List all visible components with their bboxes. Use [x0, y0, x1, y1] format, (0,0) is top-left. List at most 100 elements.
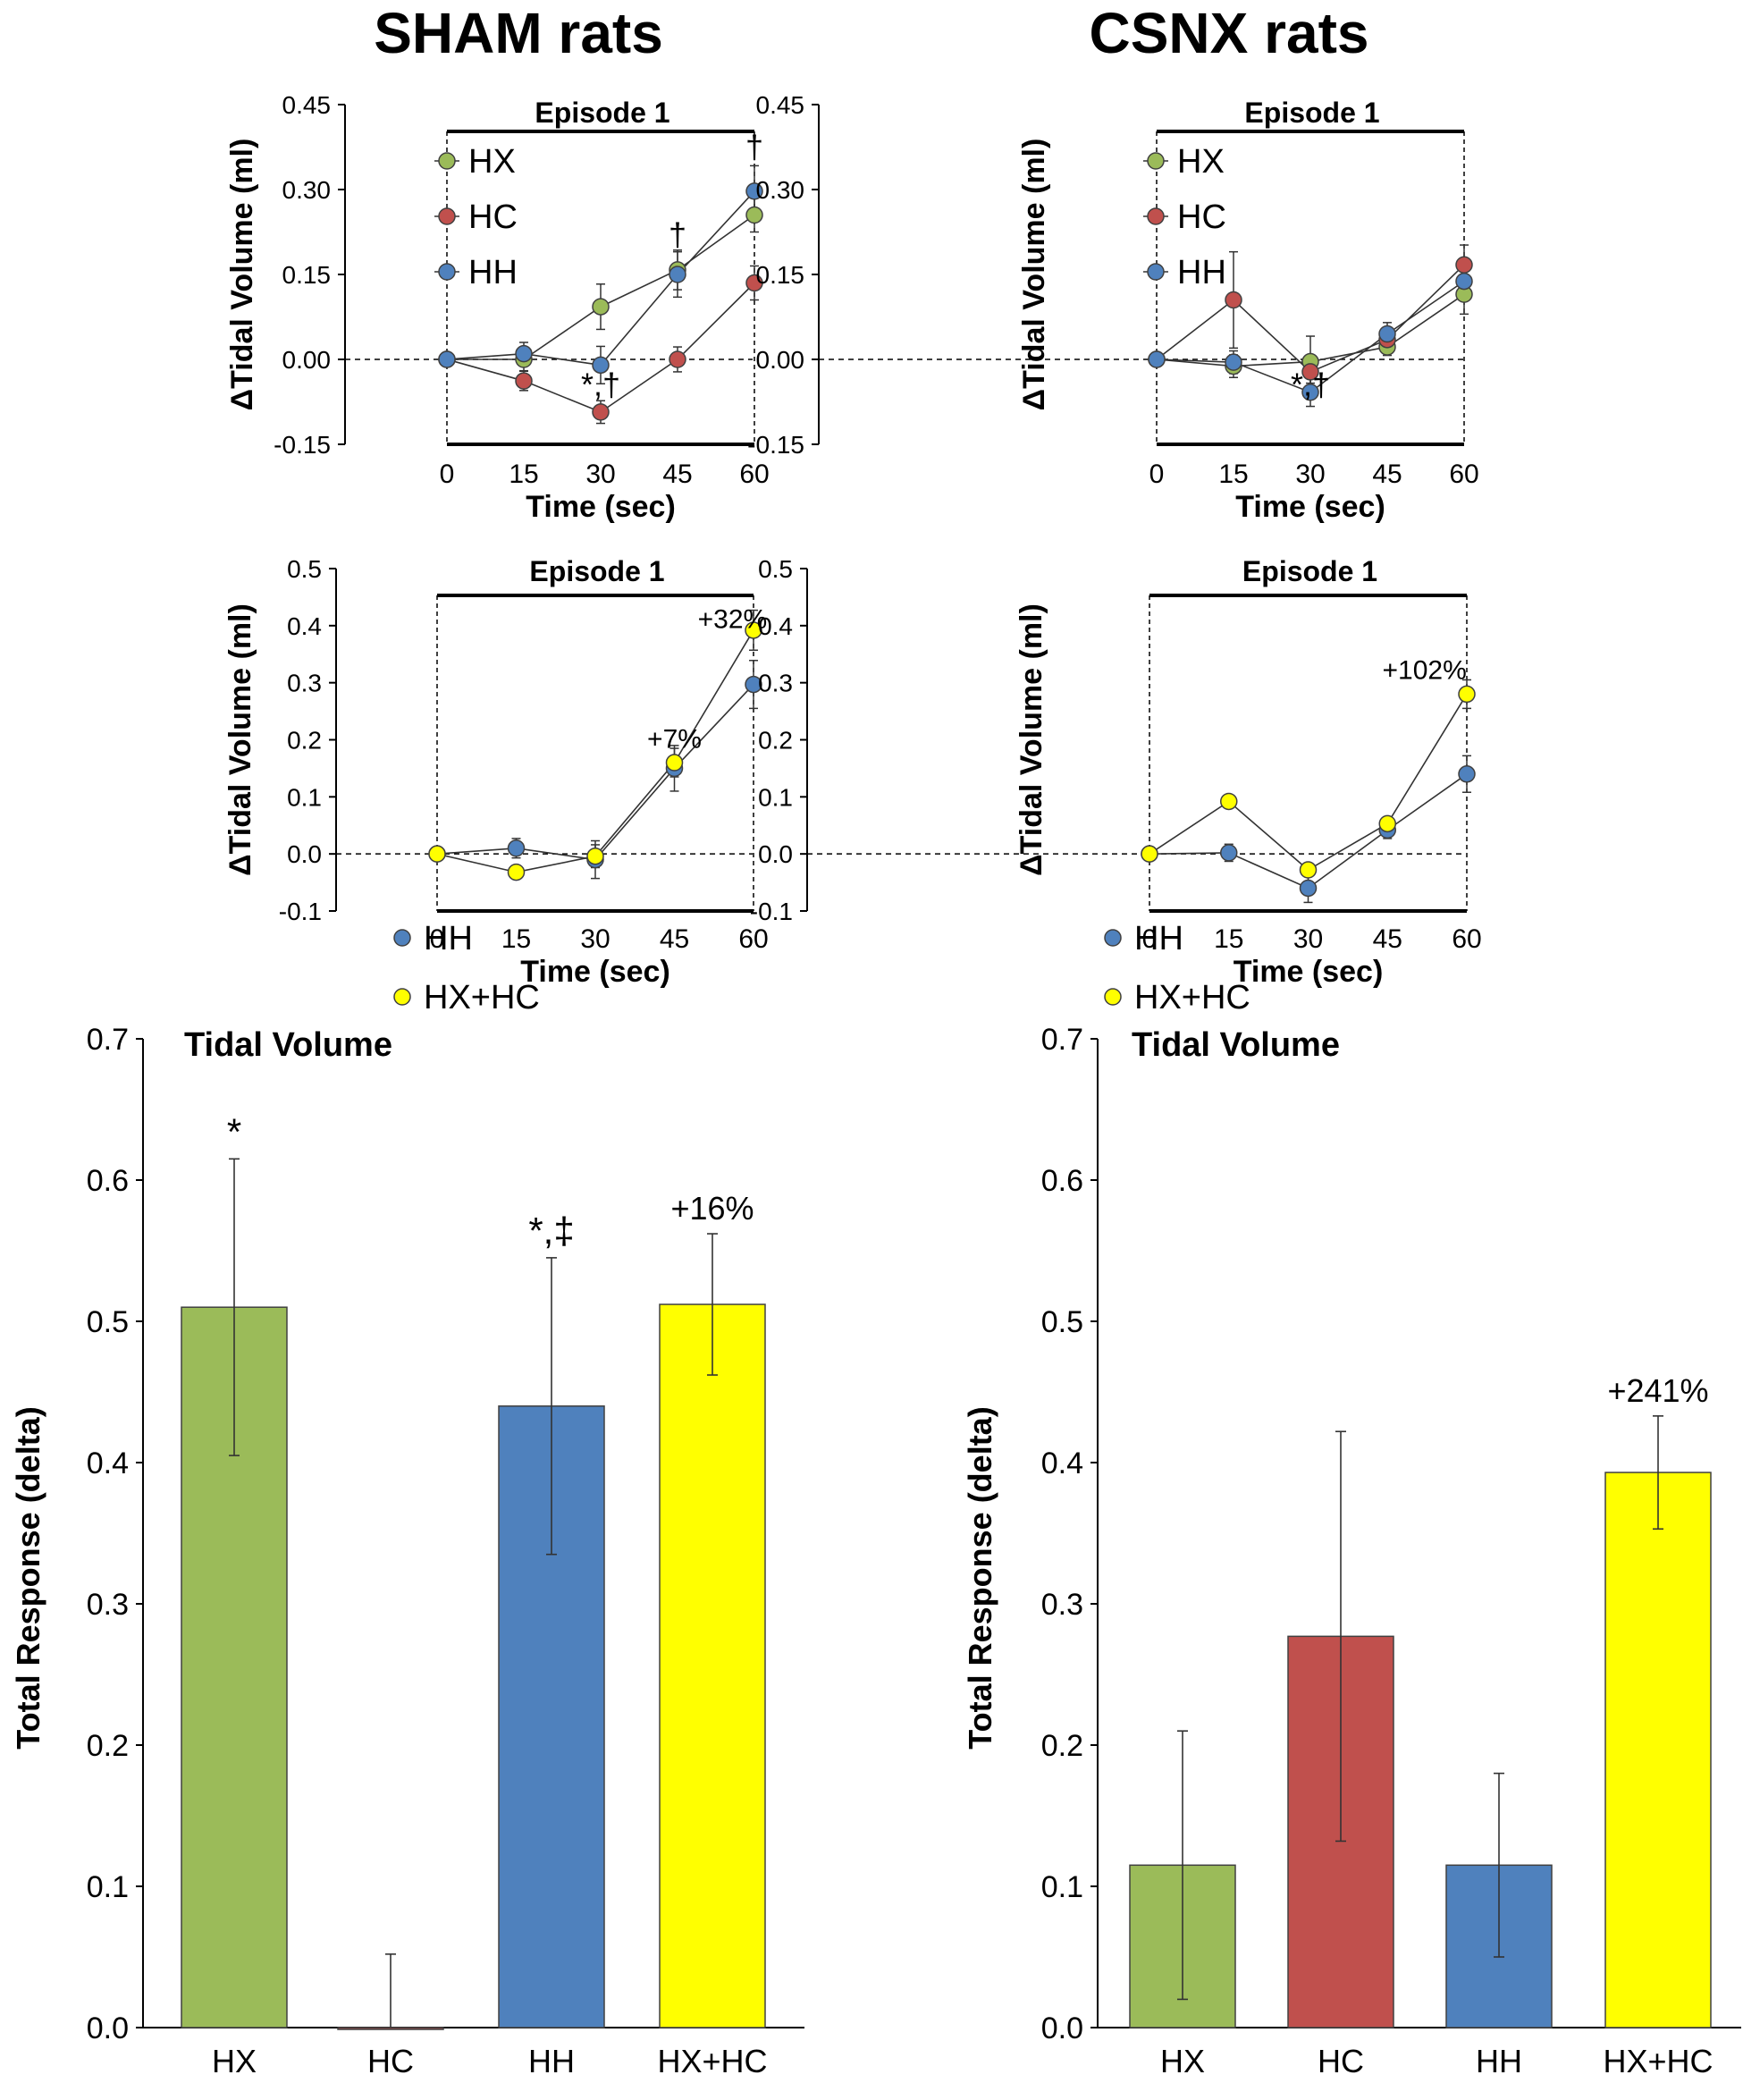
sham-line-point-HC	[592, 403, 610, 421]
sham-bar-y-label: Total Response (delta)	[10, 1406, 46, 1749]
csnx-line-legend-label-HH: HH	[1177, 254, 1226, 291]
sham-bar-y-tick-label: 0.3	[87, 1588, 129, 1622]
csnx-bar-y-tick-label: 0.4	[1041, 1446, 1083, 1480]
sham-combo-y-tick-label: 0.3	[287, 670, 322, 697]
csnx-bar-x-tick-label: HX+HC	[1603, 2043, 1713, 2079]
sham-line-y-tick-label: 0.30	[282, 176, 332, 204]
sham-combo-point-HXHC	[428, 845, 446, 863]
csnx-bar-y-tick-label: 0.5	[1041, 1305, 1083, 1339]
sham-line-annotation: †	[745, 129, 763, 165]
sham-bar-x-tick-label: HX	[212, 2043, 257, 2079]
sham-bar-y-tick-label: 0.4	[87, 1446, 129, 1480]
sham-combo-y-tick-label: 0.2	[287, 727, 322, 755]
sham-line-x-tick-label: 30	[585, 460, 615, 489]
csnx-bar-bar-annotation: +241%	[1607, 1372, 1708, 1409]
sham-title: SHAM rats	[374, 1, 663, 65]
sham-bar-bar-annotation: *,‡	[528, 1210, 574, 1252]
csnx-line-annotation: *,†	[1291, 367, 1330, 403]
csnx-line-point-HH	[1378, 325, 1396, 343]
sham-line-y-tick-label: 0.00	[282, 346, 332, 374]
csnx-line-y-label: ΔTidal Volume (ml)	[1017, 139, 1051, 411]
csnx-line-y-tick-label: 0.45	[756, 91, 805, 119]
sham-combo-point-HXHC	[745, 621, 762, 639]
sham-bar-x-tick-label: HX+HC	[657, 2043, 767, 2079]
sham-line-legend-marker-HC	[438, 207, 456, 225]
sham-line-y-tick-label: 0.45	[282, 91, 332, 119]
sham-combo-x-tick-label: 15	[501, 924, 531, 954]
csnx-combo-point-HH	[1220, 844, 1238, 862]
csnx-bar-y-tick-label: 0.3	[1041, 1588, 1083, 1622]
sham-line-legend-label-HX: HX	[468, 143, 516, 181]
sham-combo-annotation: +7%	[647, 724, 702, 754]
csnx-combo-series-line-HXHC	[1149, 694, 1468, 872]
sham-combo-y-tick-label: 0.4	[287, 612, 322, 640]
sham-line-x-tick-label: 0	[440, 460, 455, 489]
csnx-line-y-tick-label: -0.15	[747, 431, 804, 459]
csnx-line-x-tick-label: 45	[1372, 460, 1402, 489]
csnx-combo-y-label: ΔTidal Volume (ml)	[1015, 603, 1048, 876]
csnx-combo-legend-label-HXHC: HX+HC	[1134, 979, 1250, 1016]
sham-line-x-tick-label: 60	[739, 460, 769, 489]
sham-line-point-HH	[515, 344, 533, 363]
sham-bar-y-tick-label: 0.0	[87, 2011, 129, 2045]
sham-bar-y-tick-label: 0.7	[87, 1023, 129, 1057]
sham-line-point-HH	[592, 356, 610, 375]
sham-combo-x-tick-label: 60	[738, 924, 768, 954]
sham-combo-point-HXHC	[507, 863, 526, 881]
csnx-line-y-tick-label: 0.15	[756, 261, 805, 289]
sham-combo-legend-label-HH: HH	[424, 920, 473, 957]
sham-combo-annotation: +32%	[698, 604, 768, 634]
csnx-line-point-HH	[1225, 353, 1242, 371]
sham-combo-legend-label-HXHC: HX+HC	[424, 979, 540, 1016]
csnx-bar-y-tick-label: 0.7	[1041, 1023, 1083, 1057]
csnx-line-x-tick-label: 60	[1449, 460, 1478, 489]
sham-combo-x-tick-label: 30	[580, 924, 610, 954]
sham-bar-y-tick-label: 0.1	[87, 1870, 129, 1904]
sham-combo-x-tick-label: 0	[430, 924, 445, 954]
sham-line-point-HC	[745, 274, 763, 292]
sham-line-annotation: *,†	[581, 367, 620, 403]
csnx-combo-legend-marker-HXHC	[1104, 988, 1122, 1006]
sham-line-y-tick-label: -0.15	[274, 431, 331, 459]
csnx-line-x-tick-label: 30	[1295, 460, 1325, 489]
csnx-combo-point-HXHC	[1458, 685, 1476, 704]
csnx-combo-y-tick-label: 0.3	[758, 670, 793, 697]
sham-combo-x-label: Time (sec)	[520, 955, 670, 989]
csnx-bar-y-tick-label: 0.2	[1041, 1729, 1083, 1763]
sham-bar-x-tick-label: HC	[367, 2043, 414, 2079]
csnx-combo-point-HXHC	[1378, 814, 1396, 833]
csnx-combo-y-tick-label: -0.1	[750, 898, 793, 925]
csnx-combo-x-tick-label: 60	[1452, 924, 1481, 954]
sham-combo-x-tick-label: 45	[660, 924, 689, 954]
csnx-title: CSNX rats	[1089, 1, 1369, 65]
csnx-line-point-HH	[1148, 350, 1166, 368]
sham-combo-y-tick-label: 0.1	[287, 783, 322, 811]
csnx-bar-x-tick-label: HH	[1476, 2043, 1522, 2079]
csnx-combo-legend-marker-HH	[1104, 929, 1122, 947]
sham-combo-point-HH	[507, 839, 526, 857]
csnx-line-point-HC	[1455, 256, 1473, 274]
csnx-line-x-tick-label: 0	[1149, 460, 1165, 489]
csnx-bar-y-tick-label: 0.1	[1041, 1870, 1083, 1904]
csnx-line-point-HC	[1225, 291, 1242, 309]
sham-combo-y-label: ΔTidal Volume (ml)	[223, 603, 257, 876]
csnx-line-legend-marker-HH	[1147, 263, 1165, 281]
sham-line-annotation: †	[669, 216, 686, 253]
csnx-combo-y-tick-label: 0.4	[758, 612, 793, 640]
sham-line-point-HC	[515, 372, 533, 390]
csnx-line-x-label: Time (sec)	[1235, 490, 1385, 524]
sham-bar-bar-HXHC	[659, 1303, 766, 2028]
csnx-line-point-HC	[1301, 363, 1319, 381]
sham-line-episode-label: Episode 1	[535, 97, 669, 129]
csnx-bar-bar-HXHC	[1604, 1472, 1712, 2028]
sham-combo-y-tick-label: 0.0	[287, 840, 322, 868]
csnx-line-episode-label: Episode 1	[1244, 97, 1379, 129]
csnx-combo-y-tick-label: 0.2	[758, 727, 793, 755]
sham-bar-y-tick-label: 0.6	[87, 1164, 129, 1198]
sham-combo-legend-marker-HH	[393, 929, 411, 947]
sham-bar-bar-HC	[337, 2027, 444, 2030]
csnx-line-point-HH	[1455, 272, 1473, 291]
sham-bar-y-tick-label: 0.5	[87, 1305, 129, 1339]
sham-line-x-tick-label: 15	[509, 460, 538, 489]
